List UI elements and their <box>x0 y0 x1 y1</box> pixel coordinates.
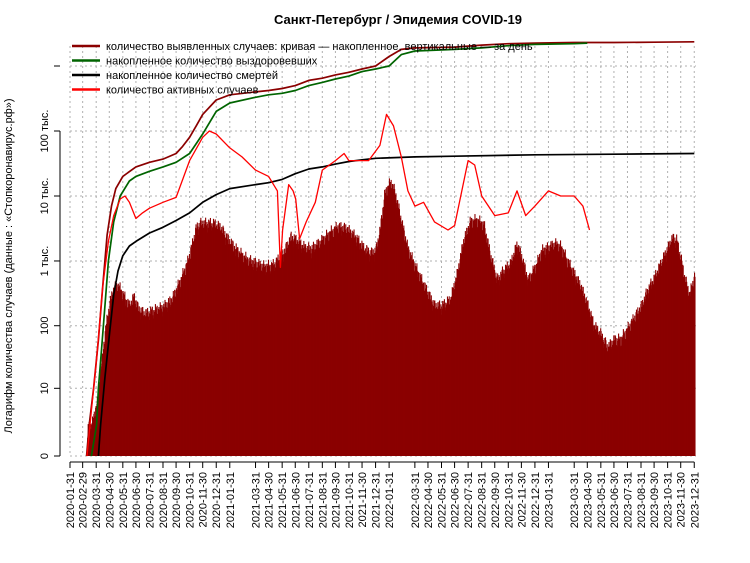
x-tick-label: 2022-12-31 <box>530 472 542 528</box>
legend-label: количество выявленных случаев: кривая — … <box>106 41 533 53</box>
x-tick-label: 2023-11-30 <box>676 472 688 527</box>
x-tick-label: 2020-11-30 <box>198 472 210 527</box>
series-line <box>90 42 588 457</box>
series-line <box>85 40 695 457</box>
x-tick-label: 2022-06-30 <box>450 472 462 528</box>
x-tick-label: 2022-04-30 <box>423 472 435 528</box>
y-tick-label: 1 тыс. <box>39 246 51 277</box>
x-tick-label: 2021-11-30 <box>357 472 369 527</box>
daily-cases-bars <box>87 178 696 457</box>
x-tick-label: 2021-12-31 <box>371 472 383 528</box>
x-tick-label: 2020-07-31 <box>144 472 156 528</box>
legend-label: количество активных случаев <box>106 85 259 97</box>
x-tick-label: 2022-09-30 <box>490 472 502 528</box>
y-tick-label: 0 <box>39 453 51 459</box>
x-tick-label: 2020-04-30 <box>104 472 116 528</box>
x-tick-label: 2022-10-31 <box>503 472 515 528</box>
x-tick-label: 2023-07-31 <box>622 472 634 528</box>
daily-bar <box>694 276 696 456</box>
x-tick-label: 2021-09-30 <box>330 472 342 528</box>
x-tick-label: 2021-04-30 <box>264 472 276 528</box>
x-tick-label: 2022-05-31 <box>436 472 448 528</box>
x-tick-label: 2021-07-31 <box>304 472 316 528</box>
x-tick-label: 2021-06-30 <box>290 472 302 528</box>
x-tick-label: 2023-12-31 <box>689 472 701 528</box>
x-tick-label: 2021-05-31 <box>277 472 289 528</box>
x-tick-label: 2021-03-31 <box>251 472 263 528</box>
x-axis: 2020-01-31 2020-02-29 2020-03-31 2020-04-30… <box>65 461 701 528</box>
x-tick-label: 2023-01-31 <box>543 472 555 528</box>
x-tick-label: 2021-01-31 <box>225 472 237 528</box>
series-lines <box>85 40 695 457</box>
x-tick-label: 2020-02-29 <box>78 472 90 528</box>
x-tick-label: 2023-03-31 <box>569 472 581 528</box>
x-tick-label: 2020-06-30 <box>131 472 143 528</box>
x-tick-label: 2020-10-31 <box>185 472 197 528</box>
x-tick-label: 2020-12-31 <box>211 472 223 528</box>
x-tick-label: 2021-10-31 <box>344 472 356 528</box>
x-tick-label: 2022-03-31 <box>410 472 422 528</box>
x-tick-label: 2023-09-30 <box>649 472 661 528</box>
legend: количество выявленных случаев: кривая — … <box>72 41 533 97</box>
series-line <box>97 152 695 457</box>
legend-label: накопленное количество выздоровевших <box>106 56 318 68</box>
y-tick-label: 10 <box>39 382 51 394</box>
series-line <box>86 113 591 457</box>
y-tick-label: 100 тыс. <box>39 110 51 153</box>
x-tick-label: 2020-01-31 <box>65 472 77 528</box>
legend-label: накопленное количество смертей <box>106 70 278 82</box>
x-tick-label: 2023-04-30 <box>582 472 594 528</box>
x-tick-label: 2020-03-31 <box>91 472 103 528</box>
y-tick-label: 10 тыс. <box>39 178 51 215</box>
x-tick-label: 2023-06-30 <box>609 472 621 528</box>
x-tick-label: 2022-11-30 <box>516 472 528 527</box>
y-axis-label: Логарифм количества случаев (данные : «С… <box>3 98 15 433</box>
x-tick-label: 2023-05-31 <box>596 472 608 528</box>
y-axis: 0 10 100 1 тыс. 10 тыс. 100 тыс. <box>39 65 61 459</box>
x-tick-label: 2023-08-31 <box>636 472 648 528</box>
x-tick-label: 2023-10-31 <box>663 472 675 528</box>
x-tick-label: 2020-09-30 <box>171 472 183 528</box>
chart-title: Санкт-Петербург / Эпидемия COVID-19 <box>274 12 522 27</box>
x-tick-label: 2022-07-31 <box>463 472 475 528</box>
x-tick-label: 2020-08-31 <box>158 472 170 528</box>
x-tick-label: 2020-05-31 <box>118 472 130 528</box>
x-tick-label: 2021-08-31 <box>317 472 329 528</box>
x-tick-label: 2022-01-31 <box>384 472 396 528</box>
x-tick-label: 2022-08-31 <box>477 472 489 528</box>
y-tick-label: 100 <box>39 317 51 335</box>
